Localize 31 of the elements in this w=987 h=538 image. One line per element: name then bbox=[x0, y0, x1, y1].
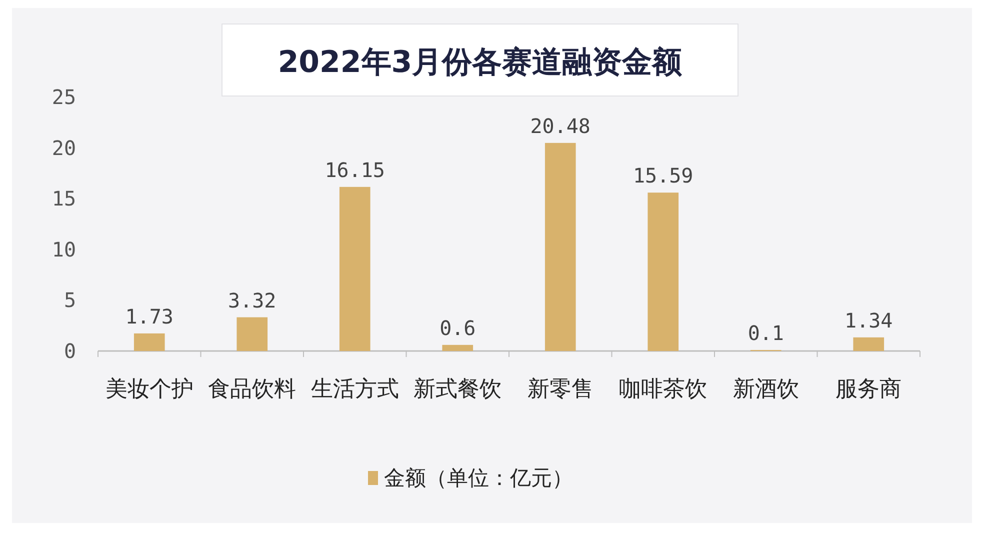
data-label: 0.6 bbox=[440, 316, 476, 340]
data-label: 15.59 bbox=[633, 164, 694, 188]
x-tick-label: 生活方式 bbox=[310, 377, 399, 402]
x-tick-label: 服务商 bbox=[836, 377, 902, 402]
data-label: 0.1 bbox=[748, 320, 784, 345]
x-tick-label: 食品饮料 bbox=[208, 377, 296, 402]
x-tick-label: 咖啡茶饮 bbox=[619, 377, 708, 402]
bar bbox=[853, 337, 884, 351]
y-tick-label: 10 bbox=[52, 237, 76, 262]
bar bbox=[648, 192, 679, 351]
legend-label: 金额（单位：亿元） bbox=[384, 466, 573, 490]
bar bbox=[339, 186, 370, 351]
bar bbox=[134, 333, 165, 351]
data-label: 1.34 bbox=[844, 308, 893, 332]
bar bbox=[236, 317, 268, 351]
y-tick-label: 5 bbox=[64, 288, 76, 312]
data-label: 16.15 bbox=[324, 158, 385, 182]
y-tick-label: 20 bbox=[52, 136, 76, 160]
data-label: 20.48 bbox=[530, 114, 590, 138]
chart-title: 2022年3月份各赛道融资金额 bbox=[278, 45, 682, 80]
bar bbox=[544, 142, 576, 351]
x-tick-label: 新式餐饮 bbox=[414, 377, 502, 402]
x-tick-label: 新酒饮 bbox=[732, 377, 799, 402]
bar bbox=[442, 344, 474, 351]
data-label: 3.32 bbox=[228, 288, 276, 312]
x-tick-label: 新零售 bbox=[527, 377, 594, 402]
data-label: 1.73 bbox=[125, 304, 174, 328]
y-tick-label: 25 bbox=[52, 85, 76, 109]
y-tick-label: 15 bbox=[52, 186, 76, 211]
y-tick-label: 0 bbox=[64, 339, 76, 363]
x-tick-label: 美妆个护 bbox=[105, 377, 194, 402]
